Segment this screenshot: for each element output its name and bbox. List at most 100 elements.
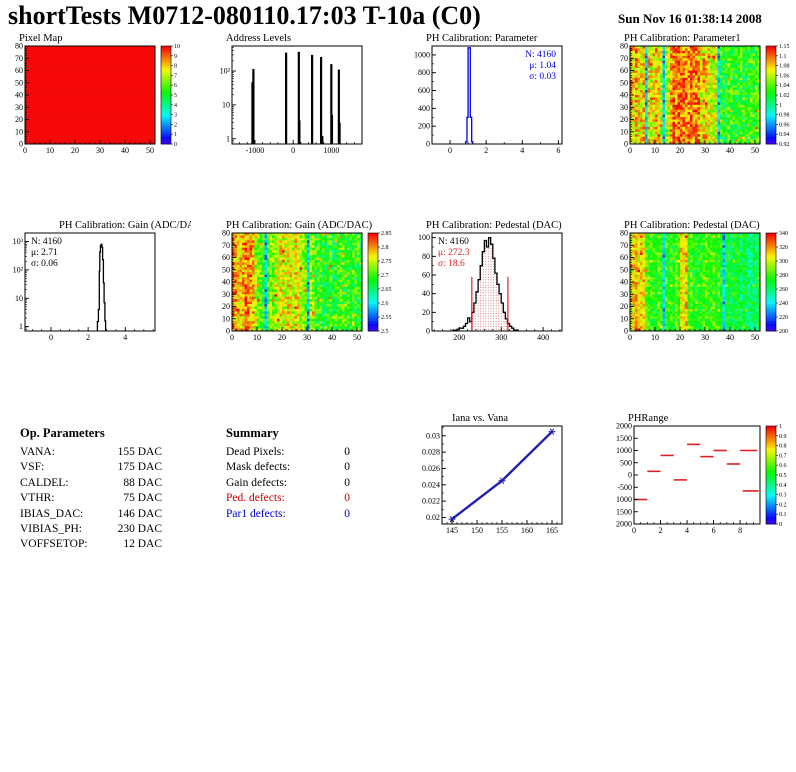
colorbar-label: 2.5 [381, 329, 389, 335]
y-tick-label: 70 [15, 54, 23, 63]
colorbar-label: 0.3 [779, 493, 787, 499]
colorbar-label: 4 [174, 103, 177, 109]
colorbar-label: 0.4 [779, 483, 787, 489]
colorbar-label: 1.15 [779, 44, 790, 50]
y-tick-label: 0 [426, 140, 430, 149]
y-tick-label: 40 [620, 91, 628, 100]
y-tick-label: 1000 [616, 495, 632, 504]
x-tick-label: 165 [546, 526, 558, 535]
op-parameter-row: CALDEL: 88 DAC [20, 476, 162, 491]
row-label: Dead Pixels: [226, 446, 285, 458]
y-tick-label: 10 [222, 314, 230, 323]
chart-iana-vs-vana: 145 150 155 160 165 0.02 0.022 0.024 0.026 0.028 0… [422, 413, 563, 535]
colorbar-label: 2.75 [381, 259, 392, 265]
stat-line: σ: 18.6 [438, 259, 465, 269]
stat-line: N: 4160 [525, 50, 556, 60]
y-tick-label: 40 [620, 278, 628, 287]
chart-title: Address Levels [226, 33, 291, 44]
x-tick-label: 6 [712, 526, 716, 535]
colorbar-label: 2 [174, 122, 177, 128]
panel-ph-calibration-parameter1: 0 10 20 30 40 50 0 10 20 30 40 50 60 70 80 1.15 1.1 1.08 1… [610, 32, 796, 162]
colorbar-label: 1.1 [779, 54, 787, 60]
chart-content [630, 233, 761, 332]
colorbar-label: 9 [174, 54, 177, 60]
y-tick-label: 0.03 [426, 431, 440, 440]
chart-content [452, 237, 519, 332]
x-tick-label: 0 [628, 146, 632, 155]
y-tick-label: 20 [620, 115, 628, 124]
y-tick-label: 10 [620, 314, 628, 323]
y-tick-label: 40 [422, 289, 430, 298]
y-tick-label: 2000 [616, 422, 632, 431]
summary-row: Dead Pixels: 0 [226, 445, 350, 460]
panel-ph-gain-histogram: 0 2 4 1 10 10² 10³ N: 4160 μ: 2.71 σ: 0.06 PH Cali… [5, 219, 191, 349]
chart-address-levels: -1000 0 1000 1 10 10² Address Levels [220, 33, 363, 155]
x-tick-label: 0 [23, 146, 27, 155]
x-tick-label: 20 [676, 333, 684, 342]
op-parameters-rows: VANA: 155 DAC VSF: 175 DAC CALDEL: 88 DAC VTHR… [20, 445, 162, 553]
op-parameter-row: VANA: 155 DAC [20, 445, 162, 460]
chart-title: Iana vs. Vana [452, 413, 508, 424]
x-tick-label: 0 [632, 526, 636, 535]
colorbar-label: 2.55 [381, 315, 392, 321]
row-label: IBIAS_DAC: [20, 507, 84, 520]
chart-title: PHRange [628, 413, 669, 424]
colorbar-label: 1.06 [779, 73, 790, 79]
colorbar-label: 280 [779, 273, 788, 279]
y-tick-label: 20 [422, 308, 430, 317]
colorbar-label: 260 [779, 287, 788, 293]
colorbar: 340 320 300 280 260 240 220 200 [765, 231, 788, 335]
y-tick-label: 200 [418, 122, 430, 131]
axes: 0 10 20 30 40 50 0 10 20 30 40 50 60 70 80 [15, 42, 156, 155]
y-tick-label: 1000 [414, 50, 430, 59]
timestamp: Sun Nov 16 01:38:14 2008 [618, 11, 762, 26]
x-tick-label: 40 [726, 146, 734, 155]
chart-content [634, 443, 759, 501]
op-parameter-row: VTHR: 75 DAC [20, 491, 162, 506]
chart-title: PH Calibration: Gain (ADC/DAC) [226, 220, 373, 231]
colorbar-label: 8 [174, 64, 177, 70]
x-tick-label: 50 [146, 146, 154, 155]
chart-content [96, 243, 107, 331]
axes: 0 2 4 6 0 200 400 600 800 1000 [414, 45, 560, 155]
x-tick-label: 10 [651, 146, 659, 155]
summary-row: Par1 defects: 0 [226, 507, 350, 522]
y-tick-label: 20 [222, 302, 230, 311]
x-tick-label: 20 [278, 333, 286, 342]
y-tick-label: 60 [620, 253, 628, 262]
op-parameters-title: Op. Parameters [20, 426, 105, 440]
summary-title: Summary [226, 426, 279, 440]
row-value: 0 [344, 492, 350, 505]
y-tick-label: -500 [617, 483, 632, 492]
chart-content [448, 428, 556, 523]
y-tick-label: 1500 [616, 434, 632, 443]
y-tick-label: 10² [220, 67, 231, 76]
axes: 0 10 20 30 40 50 0 10 20 30 40 50 60 70 80 [222, 229, 363, 342]
op-parameters-panel: Op. Parameters VANA: 155 DAC VSF: 175 DAC CA… [20, 426, 162, 553]
colorbar-label: 7 [174, 73, 177, 79]
x-tick-label: 30 [701, 333, 709, 342]
y-tick-label: 80 [222, 229, 230, 238]
colorbar-label: 0.1 [779, 512, 787, 518]
row-value: 88 DAC [123, 476, 162, 489]
panel-address-levels: -1000 0 1000 1 10 10² Address Levels [212, 32, 398, 162]
colorbar-label: 5 [174, 93, 177, 99]
summary-row: Ped. defects: 0 [226, 491, 350, 506]
y-tick-label: 10 [222, 100, 230, 109]
y-tick-label: 0.02 [426, 513, 440, 522]
y-tick-label: 0 [624, 140, 628, 149]
y-tick-label: 80 [15, 42, 23, 51]
colorbar-label: 1.04 [779, 83, 790, 89]
stat-line: μ: 2.71 [31, 248, 58, 258]
colorbar-label: 0.98 [779, 113, 790, 119]
axes: -1000 0 1000 1 10 10² [220, 47, 363, 155]
y-tick-label: 50 [620, 78, 628, 87]
stat-line: σ: 0.03 [529, 72, 556, 82]
panel-ph-gain-map: 0 10 20 30 40 50 0 10 20 30 40 50 60 70 80 2.85 2.8 2.75 2… [212, 219, 398, 349]
y-tick-label: 60 [620, 66, 628, 75]
x-tick-label: 6 [556, 146, 560, 155]
y-tick-label: 500 [620, 458, 632, 467]
